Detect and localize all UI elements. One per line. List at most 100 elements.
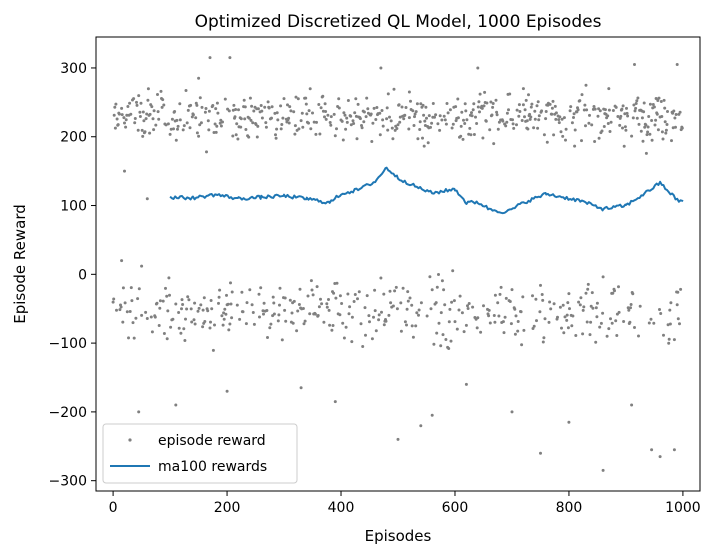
scatter-point <box>181 303 185 306</box>
scatter-point <box>451 269 455 273</box>
scatter-point <box>219 124 223 128</box>
scatter-point <box>244 322 248 326</box>
scatter-point <box>492 314 496 317</box>
scatter-point <box>404 106 408 109</box>
scatter-point <box>365 294 369 298</box>
scatter-point <box>588 333 592 337</box>
scatter-point <box>671 126 675 130</box>
scatter-point <box>319 106 323 110</box>
scatter-point <box>430 413 434 417</box>
scatter-point <box>190 320 194 324</box>
scatter-point <box>421 136 424 140</box>
scatter-point <box>344 127 348 131</box>
ma100-line <box>169 166 684 215</box>
scatter-point <box>199 303 203 307</box>
scatter-point <box>361 345 365 348</box>
scatter-point <box>401 286 405 290</box>
scatter-point <box>340 119 344 123</box>
scatter-point <box>341 138 345 142</box>
scatter-point <box>536 126 540 130</box>
scatter-point <box>349 114 353 118</box>
scatter-point <box>621 126 624 130</box>
scatter-point <box>399 329 403 333</box>
scatter-point <box>658 308 661 311</box>
scatter-point <box>459 124 463 128</box>
scatter-point <box>678 110 682 114</box>
scatter-point <box>573 144 577 148</box>
scatter-point <box>378 133 382 137</box>
y-tick-label: 0 <box>78 267 87 283</box>
scatter-point <box>266 336 269 339</box>
scatter-point <box>373 288 377 292</box>
scatter-point <box>335 127 338 131</box>
scatter-point <box>207 128 211 132</box>
scatter-point <box>635 116 639 120</box>
scatter-point <box>495 113 499 117</box>
scatter-point <box>396 437 400 441</box>
scatter-point <box>628 320 632 324</box>
scatter-point <box>414 110 418 114</box>
scatter-point <box>607 327 611 331</box>
scatter-point <box>601 468 605 472</box>
scatter-point <box>329 115 333 119</box>
scatter-point <box>533 117 537 121</box>
scatter-point <box>445 102 449 105</box>
scatter-point <box>544 110 548 113</box>
scatter-point <box>599 321 603 325</box>
scatter-point <box>568 307 571 311</box>
scatter-point <box>258 315 261 319</box>
scatter-point <box>276 118 280 122</box>
scatter-point <box>208 326 212 330</box>
scatter-point <box>438 114 442 118</box>
scatter-point <box>617 285 620 289</box>
scatter-point <box>657 96 661 100</box>
scatter-point <box>356 102 360 106</box>
scatter-point <box>157 117 161 121</box>
scatter-point <box>450 126 454 130</box>
scatter-point <box>152 128 156 132</box>
scatter-point <box>421 103 425 107</box>
scatter-point <box>371 121 375 125</box>
scatter-point <box>296 309 300 313</box>
scatter-point <box>454 105 458 109</box>
scatter-point <box>593 140 597 143</box>
scatter-point <box>523 115 526 119</box>
scatter-point <box>462 118 465 122</box>
scatter-point <box>177 311 181 314</box>
scatter-point <box>618 123 622 127</box>
scatter-point <box>437 321 441 325</box>
scatter-point <box>124 125 128 129</box>
scatter-point <box>121 320 125 324</box>
scatter-point <box>229 302 233 306</box>
scatter-point <box>581 308 585 312</box>
scatter-point <box>452 299 456 303</box>
scatter-point <box>354 114 358 118</box>
scatter-point <box>241 310 245 314</box>
scatter-point <box>356 297 359 301</box>
scatter-point <box>297 127 301 131</box>
scatter-point <box>532 126 536 130</box>
scatter-point <box>522 328 526 332</box>
scatter-point <box>515 108 519 112</box>
scatter-point <box>232 103 236 107</box>
scatter-point <box>542 133 546 137</box>
scatter-point <box>656 99 660 102</box>
scatter-point <box>150 330 154 334</box>
scatter-point <box>661 137 665 141</box>
legend: episode reward ma100 rewards <box>102 423 298 484</box>
scatter-point <box>471 108 475 112</box>
scatter-point <box>123 121 126 125</box>
scatter-point <box>362 120 366 124</box>
scatter-point <box>478 92 482 96</box>
scatter-point <box>585 320 589 324</box>
scatter-point <box>511 122 515 126</box>
scatter-point <box>530 102 534 106</box>
scatter-point <box>148 131 152 135</box>
scatter-point <box>274 136 278 140</box>
scatter-point <box>249 118 253 122</box>
scatter-point <box>598 325 602 329</box>
scatter-point <box>360 124 363 127</box>
scatter-point <box>159 89 163 93</box>
scatter-point <box>475 326 479 330</box>
scatter-point <box>294 95 298 99</box>
